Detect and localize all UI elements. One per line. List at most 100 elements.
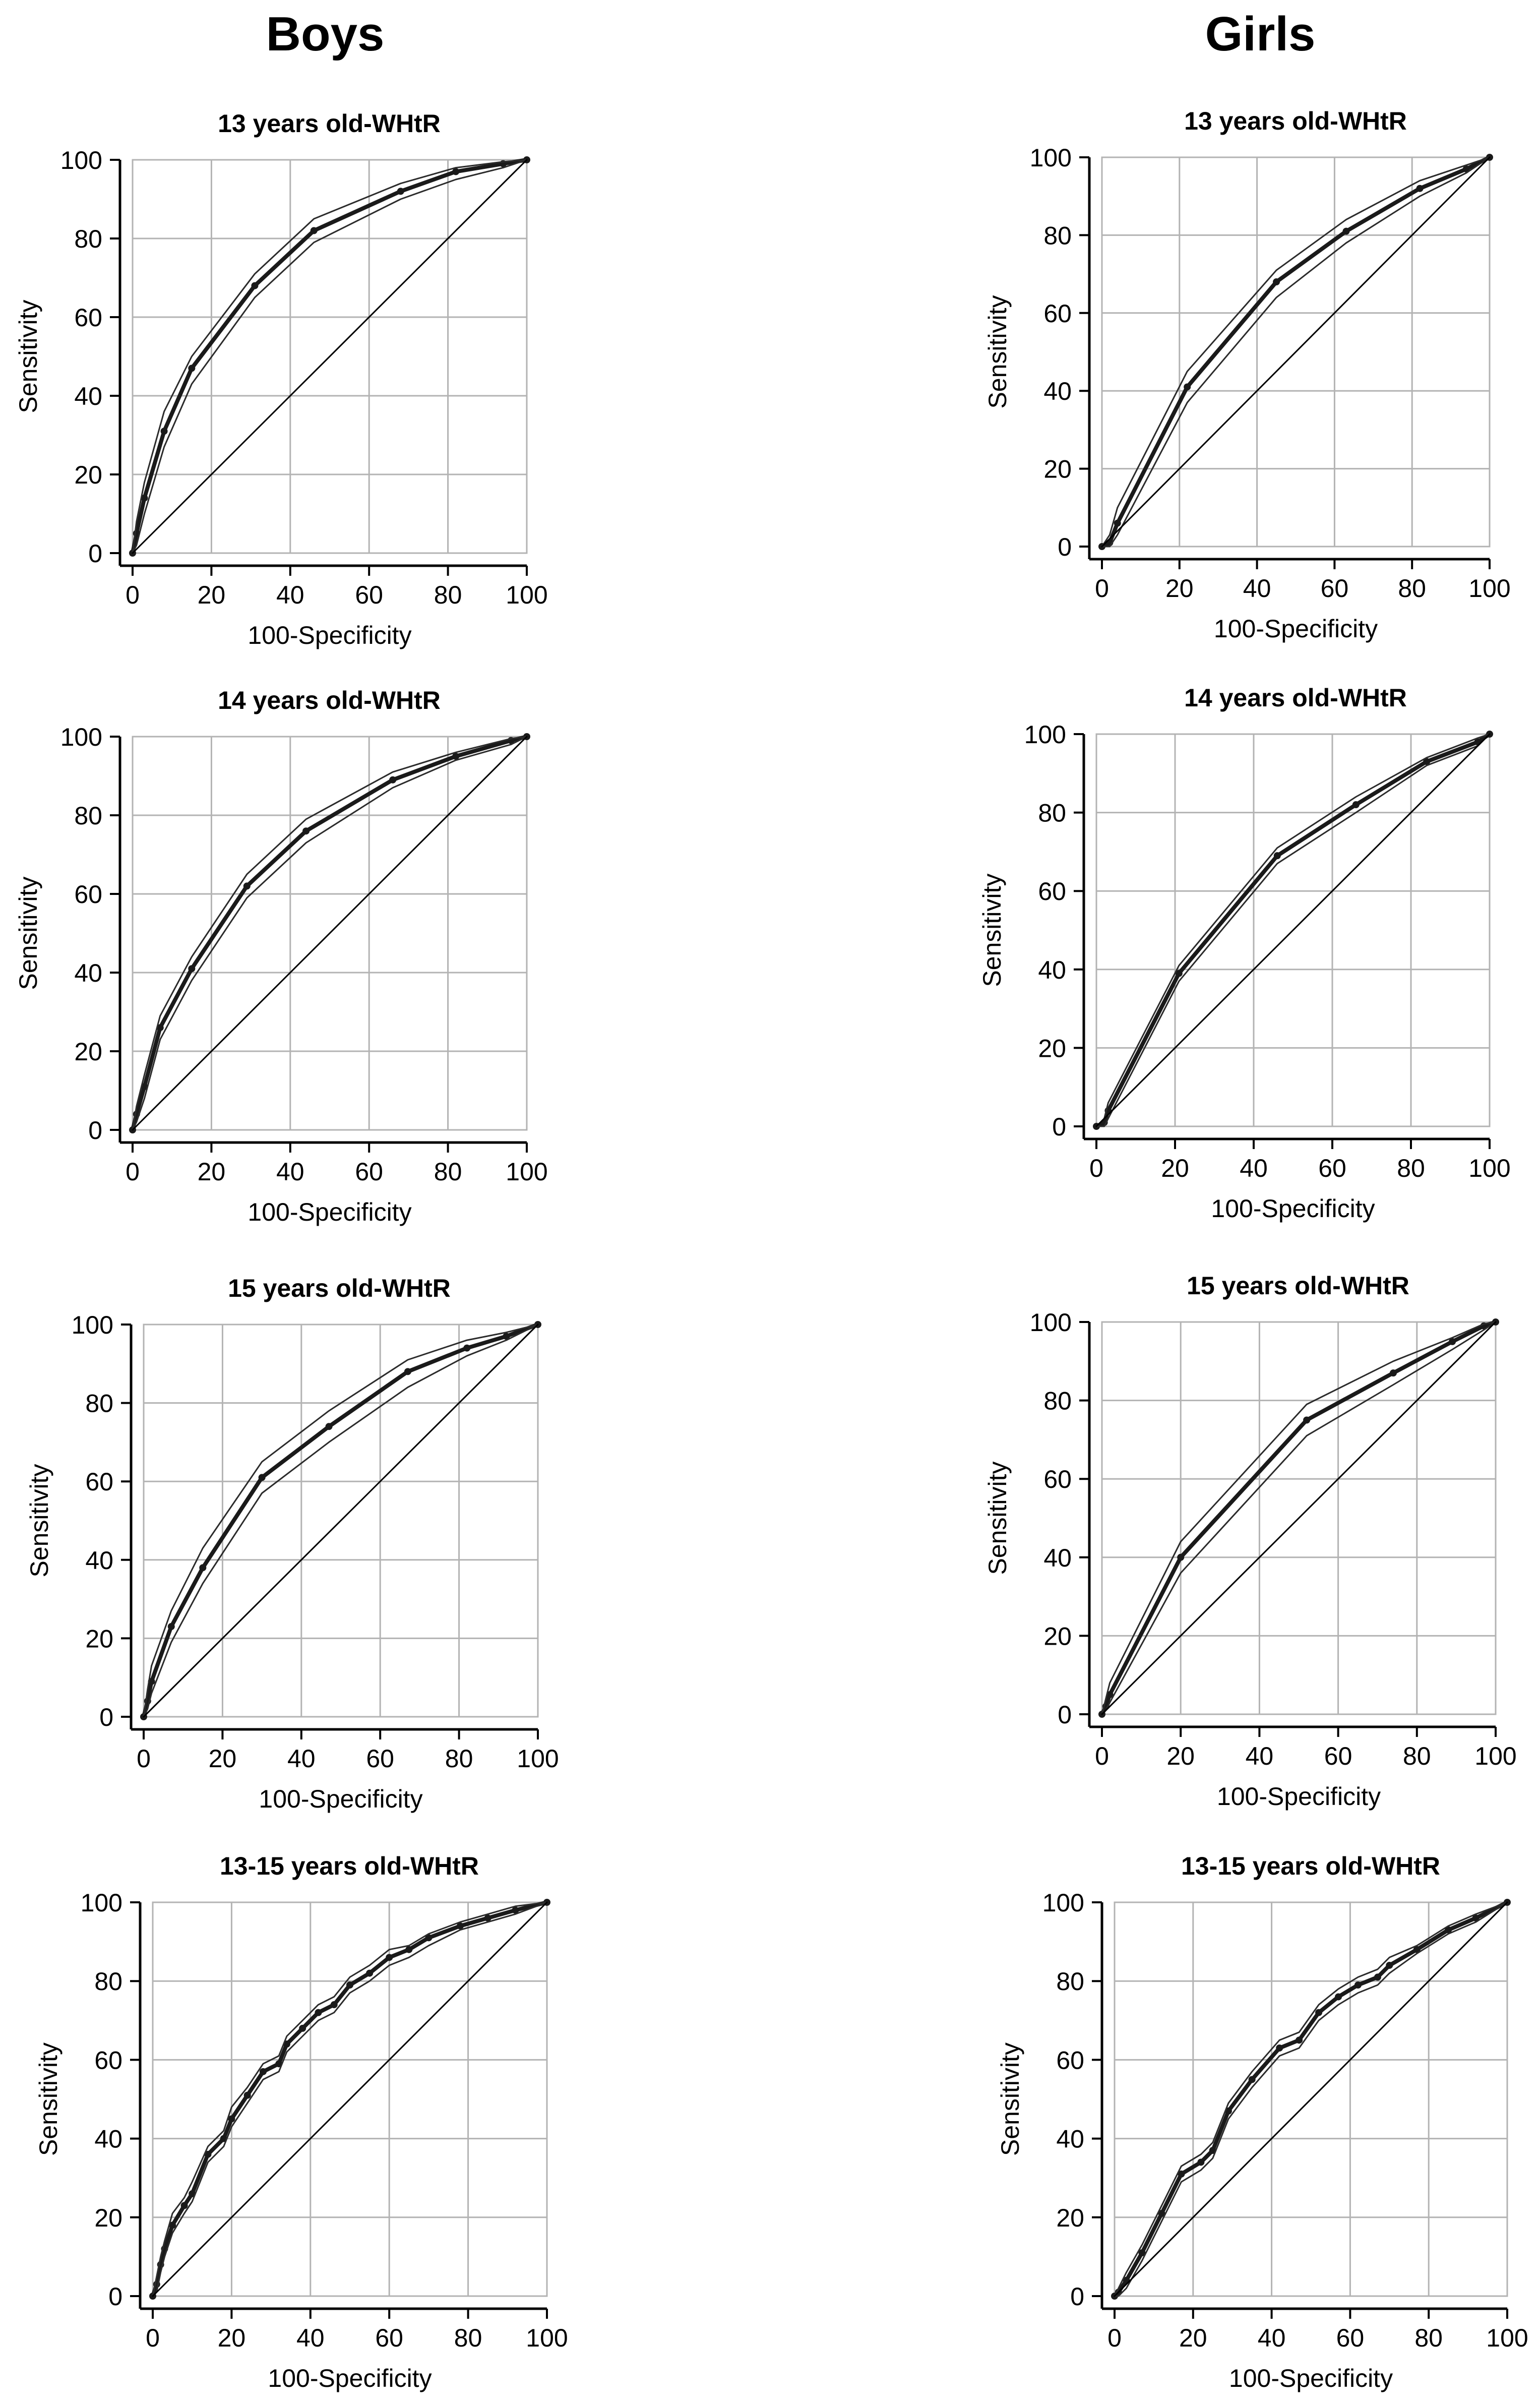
roc-point xyxy=(330,2001,338,2009)
roc-point xyxy=(386,1954,393,1961)
ci-band-line xyxy=(143,1324,539,1718)
roc-point xyxy=(259,2068,267,2075)
reference-diagonal xyxy=(1101,156,1491,548)
roc-point xyxy=(1413,1946,1421,1953)
y-tick-label: 20 xyxy=(85,1625,113,1653)
x-tick-label: 60 xyxy=(1324,1742,1352,1770)
roc-point xyxy=(156,1024,164,1032)
plot-frame xyxy=(1101,1321,1497,1715)
x-tick-label: 60 xyxy=(355,1158,383,1186)
y-tick-label: 40 xyxy=(85,1546,113,1575)
reference-diagonal xyxy=(132,159,528,554)
roc-point xyxy=(1184,383,1191,391)
x-tick-label: 20 xyxy=(1166,1742,1195,1770)
roc-point xyxy=(243,882,251,890)
roc-point xyxy=(1175,970,1183,977)
ci-band-line xyxy=(1095,733,1491,1127)
x-axis-label: 100-Specificity xyxy=(1229,2364,1393,2392)
roc-point xyxy=(325,1423,333,1430)
roc-point xyxy=(160,428,168,435)
ci-band-line xyxy=(152,1901,548,2297)
y-tick-label: 20 xyxy=(74,461,102,489)
roc-point xyxy=(456,1922,464,1930)
plot-frame xyxy=(132,159,528,554)
roc-point xyxy=(1335,1993,1342,2001)
ci-band-line xyxy=(1101,156,1491,548)
x-tick-label: 0 xyxy=(146,2324,160,2352)
roc-panel-4: 14 years old-WHtR 0 20 40 60 80 100 0 20 40 60 80 10… xyxy=(978,684,1511,1223)
y-tick-label: 0 xyxy=(88,539,102,568)
x-tick-label: 80 xyxy=(1398,574,1426,603)
x-tick-label: 60 xyxy=(375,2324,403,2352)
x-tick-label: 80 xyxy=(434,581,462,609)
y-tick-label: 0 xyxy=(108,2282,122,2311)
y-tick-label: 100 xyxy=(60,723,102,751)
roc-point xyxy=(463,1344,471,1352)
roc-panel-8: 13-15 years old-WHtR 0 20 40 60 80 100 0 20 40 60 8… xyxy=(996,1852,1528,2392)
x-tick-label: 40 xyxy=(1258,2324,1286,2352)
panel-title: 13 years old-WHtR xyxy=(218,109,441,138)
roc-point xyxy=(1389,1369,1397,1377)
roc-point xyxy=(1352,801,1360,809)
roc-point xyxy=(1416,185,1424,192)
roc-point xyxy=(169,2221,176,2229)
y-tick-label: 100 xyxy=(72,1311,113,1339)
ci-band-line xyxy=(132,736,528,1131)
y-tick-label: 60 xyxy=(94,2046,122,2074)
y-axis-label: Sensitivity xyxy=(14,299,42,413)
y-tick-label: 20 xyxy=(1038,1034,1066,1062)
x-tick-label: 40 xyxy=(1246,1742,1274,1770)
x-tick-label: 100 xyxy=(1486,2324,1528,2352)
plot-frame xyxy=(1095,733,1491,1127)
ci-band-line xyxy=(1114,1901,1508,2297)
x-tick-label: 20 xyxy=(1179,2324,1207,2352)
y-tick-label: 80 xyxy=(1043,221,1072,250)
roc-point xyxy=(1354,1981,1362,1989)
x-tick-label: 0 xyxy=(1089,1154,1103,1182)
roc-point xyxy=(1386,1961,1393,1969)
roc-point xyxy=(243,2091,251,2099)
x-tick-label: 0 xyxy=(1095,1742,1109,1770)
x-tick-label: 20 xyxy=(198,1158,226,1186)
roc-point xyxy=(180,2202,188,2209)
x-axis-label: 100-Specificity xyxy=(248,1198,411,1226)
y-tick-label: 60 xyxy=(1043,1465,1072,1493)
roc-point xyxy=(251,282,259,289)
x-tick-label: 40 xyxy=(276,581,304,609)
roc-point xyxy=(397,188,404,195)
y-tick-label: 0 xyxy=(1058,1701,1072,1729)
y-tick-label: 40 xyxy=(1056,2125,1084,2153)
y-axis-label: Sensitivity xyxy=(996,2042,1024,2156)
plot-frame xyxy=(143,1324,539,1718)
plot-frame xyxy=(1114,1901,1508,2297)
roc-point xyxy=(512,1906,519,1914)
panel-title: 14 years old-WHtR xyxy=(218,686,441,714)
roc-point xyxy=(141,494,148,502)
y-tick-label: 0 xyxy=(1058,533,1072,561)
x-tick-label: 20 xyxy=(209,1745,237,1773)
roc-point xyxy=(484,1914,491,1922)
y-tick-label: 80 xyxy=(94,1967,122,1996)
chart-panels: 13 years old-WHtR 0 20 40 60 80 100 0 20 40 60 80 10… xyxy=(14,107,1528,2392)
roc-point xyxy=(405,1946,413,1953)
y-axis-label: Sensitivity xyxy=(25,1464,53,1577)
y-tick-label: 80 xyxy=(74,802,102,830)
roc-point xyxy=(315,2009,322,2016)
ci-band-line xyxy=(143,1324,539,1718)
x-axis-label: 100-Specificity xyxy=(259,1785,422,1813)
x-tick-label: 80 xyxy=(1397,1154,1425,1182)
reference-diagonal xyxy=(1101,1321,1497,1715)
x-tick-label: 100 xyxy=(1474,1742,1516,1770)
x-tick-label: 60 xyxy=(1318,1154,1346,1182)
roc-point xyxy=(1273,852,1281,860)
y-tick-label: 100 xyxy=(1030,1308,1072,1337)
column-title-boys: Boys xyxy=(266,7,385,61)
reference-diagonal xyxy=(1114,1901,1508,2297)
panel-title: 13-15 years old-WHtR xyxy=(1181,1852,1440,1880)
roc-panel-1: 13 years old-WHtR 0 20 40 60 80 100 0 20 40 60 80 10… xyxy=(14,109,548,649)
roc-point xyxy=(1462,165,1470,173)
x-tick-label: 100 xyxy=(506,1158,547,1186)
x-tick-label: 60 xyxy=(366,1745,394,1773)
roc-point xyxy=(1197,2158,1205,2166)
